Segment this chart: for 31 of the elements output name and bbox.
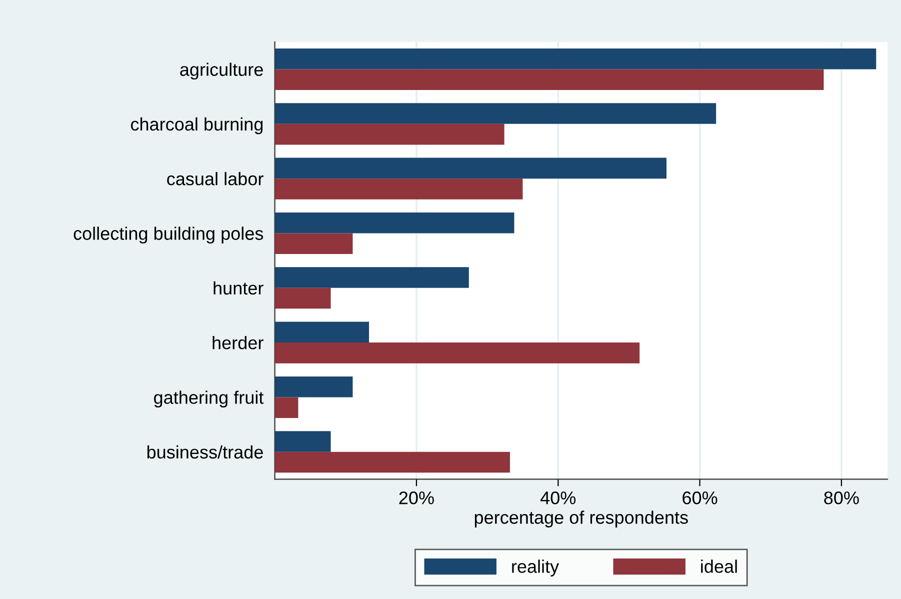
y-tick-label: charcoal burning: [130, 117, 263, 134]
y-tick-label: gathering fruit: [154, 390, 264, 408]
bar: [274, 376, 353, 398]
bar: [274, 158, 666, 179]
bar: [274, 233, 353, 254]
x-tick-label: 40%: [540, 491, 576, 504]
bar: [274, 178, 523, 200]
bar: [274, 48, 876, 70]
bar: [274, 322, 370, 343]
bar: [274, 124, 504, 145]
bar: [274, 397, 298, 418]
y-tick-label: agriculture: [180, 62, 263, 80]
bar: [274, 342, 640, 364]
bar: [274, 267, 469, 288]
y-tick-label: hunter: [214, 281, 264, 295]
x-tick-label: 80%: [824, 491, 859, 504]
y-tick-label: business/trade: [147, 445, 263, 459]
bar: [274, 103, 716, 124]
bar: [274, 431, 331, 452]
x-tick-label: 60%: [682, 491, 718, 504]
x-tick-label: 20%: [399, 491, 434, 504]
y-tick-label: collecting building poles: [74, 226, 264, 244]
legend-label: reality: [512, 560, 560, 576]
legend-label: ideal: [701, 560, 737, 573]
bar: [274, 69, 824, 90]
bar: [274, 452, 510, 473]
y-tick-label: herder: [212, 336, 264, 350]
y-tick-label: casual labor: [167, 172, 264, 186]
bar: [274, 212, 514, 234]
x-axis-title: percentage of respondents: [474, 510, 688, 528]
bar: [274, 288, 331, 309]
